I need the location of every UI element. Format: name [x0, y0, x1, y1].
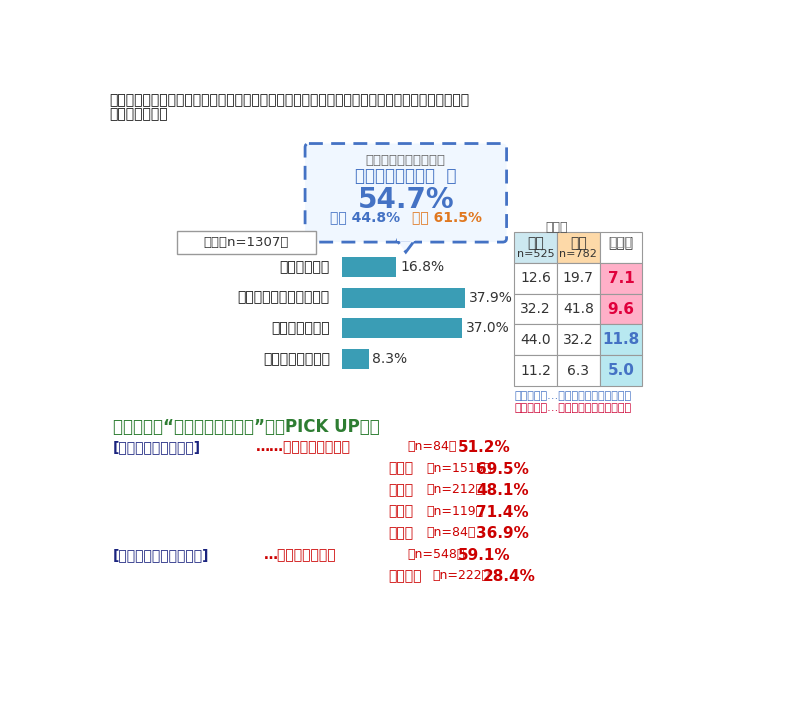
Text: （％）: （％） [546, 221, 568, 234]
Text: 36.9%: 36.9% [476, 526, 529, 541]
Bar [557, 293, 599, 324]
Text: ……会社役員・経営者: ……会社役員・経営者 [256, 440, 352, 454]
Text: 48.1%: 48.1% [476, 483, 529, 498]
Text: 自由業: 自由業 [388, 526, 413, 541]
Text: 71.4%: 71.4% [476, 505, 529, 519]
Polygon shape [397, 240, 415, 252]
Bar [599, 263, 642, 293]
Text: 11.2: 11.2 [520, 364, 551, 378]
Text: （n=84）: （n=84） [426, 526, 475, 539]
Bar [342, 318, 462, 338]
Text: （n=119）: （n=119） [426, 505, 483, 517]
Text: 19.7: 19.7 [563, 271, 594, 285]
Text: 表２「（現在、就業していない人は）ふだんの生活で、どのくらいストレスを感じていますか」: 表２「（現在、就業していない人は）ふだんの生活で、どのくらいストレスを感じていま… [109, 93, 469, 107]
Text: 男性: 男性 [527, 236, 544, 250]
Text: ストレスを感じる  計: ストレスを感じる 計 [355, 167, 457, 185]
Text: 自営業: 自営業 [388, 483, 413, 497]
Bar [557, 324, 599, 355]
Bar [342, 257, 396, 277]
Text: 37.0%: 37.0% [466, 322, 509, 336]
Bar [514, 355, 557, 386]
Text: 9.6: 9.6 [608, 302, 634, 317]
Text: n=525: n=525 [517, 249, 555, 259]
Bar [599, 355, 642, 386]
Text: [現在、就業していない]: [現在、就業していない] [113, 548, 209, 562]
Text: …専業主婦／主夫: …専業主婦／主夫 [264, 548, 337, 562]
Text: 11.8: 11.8 [603, 332, 640, 347]
Text: 6.3: 6.3 [567, 364, 589, 378]
Bar [342, 349, 369, 369]
FancyBboxPatch shape [177, 230, 316, 253]
Bar [514, 263, 557, 293]
Bar [397, 237, 416, 241]
Text: （n=222）: （n=222） [433, 569, 489, 583]
Bar [514, 324, 557, 355]
Text: 非常に感じる: 非常に感じる [279, 260, 330, 274]
Text: 会社員: 会社員 [388, 461, 413, 475]
Bar [557, 355, 599, 386]
Text: 男女差: 男女差 [610, 236, 632, 249]
Text: 51.2%: 51.2% [458, 440, 510, 455]
Text: 32.2: 32.2 [520, 302, 551, 316]
Text: 現在、就業していない: 現在、就業していない [366, 154, 446, 166]
Text: 男女差赤字…女性のほうが数値が高い: 男女差赤字…女性のほうが数値が高い [514, 403, 632, 413]
Text: 全体（n=1307）: 全体（n=1307） [204, 236, 289, 249]
Text: 16.8%: 16.8% [400, 260, 444, 274]
Text: 32.2: 32.2 [563, 333, 594, 347]
Text: 37.9%: 37.9% [469, 291, 513, 305]
Text: 54.7%: 54.7% [357, 186, 454, 214]
Text: 定年退職: 定年退職 [388, 569, 421, 583]
Bar [514, 232, 557, 263]
Text: n=782: n=782 [560, 249, 597, 259]
Bar [557, 232, 599, 263]
Text: [現在、就業している]: [現在、就業している] [113, 440, 201, 454]
Bar [599, 324, 642, 355]
Text: 男女差: 男女差 [608, 236, 633, 250]
Text: 44.0: 44.0 [520, 333, 551, 347]
Text: （n=84）: （n=84） [407, 440, 457, 453]
Text: 7.1: 7.1 [608, 271, 634, 286]
Text: 28.4%: 28.4% [483, 569, 535, 584]
Bar [342, 288, 465, 307]
Text: 公務員: 公務員 [388, 505, 413, 519]
Bar [599, 232, 642, 263]
Text: 41.8: 41.8 [563, 302, 594, 316]
Text: どちらかといえば感じる: どちらかといえば感じる [238, 291, 330, 305]
Bar [599, 293, 642, 324]
Text: 59.1%: 59.1% [458, 548, 510, 563]
Bar [514, 293, 557, 324]
Text: についての回答: についての回答 [109, 107, 168, 121]
Text: 男女差青字…男性のほうが数値が高い: 男女差青字…男性のほうが数値が高い [514, 391, 632, 401]
FancyBboxPatch shape [305, 143, 506, 242]
Text: 12.6: 12.6 [520, 271, 551, 285]
Bar [557, 263, 599, 293]
Text: 《　職業別“ストレスを感じる”計　PICK UP　》: 《 職業別“ストレスを感じる”計 PICK UP 》 [113, 418, 380, 437]
Text: 男性 44.8%: 男性 44.8% [330, 211, 399, 225]
Text: まったく感じない: まったく感じない [263, 352, 330, 366]
Text: 8.3%: 8.3% [373, 352, 407, 366]
Text: （n=1515）: （n=1515） [426, 461, 491, 475]
Text: 5.0: 5.0 [608, 363, 634, 378]
Text: （n=212）: （n=212） [426, 483, 483, 496]
Text: （n=548）: （n=548） [407, 548, 465, 561]
Text: 女性: 女性 [570, 236, 586, 250]
Text: 69.5%: 69.5% [476, 461, 529, 477]
Text: 女性 61.5%: 女性 61.5% [412, 211, 482, 225]
Text: あまり感じない: あまり感じない [271, 322, 330, 336]
